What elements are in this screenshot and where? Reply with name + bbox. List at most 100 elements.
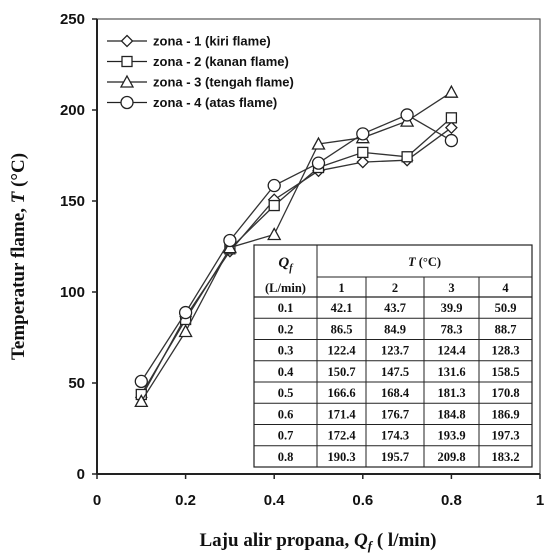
table-cell: 166.6: [327, 386, 355, 400]
legend-entry: zona - 4 (atas flame): [107, 95, 277, 110]
table-cell: 124.4: [437, 344, 466, 358]
data-point: [444, 84, 459, 98]
data-point: [444, 133, 459, 148]
data-table: Qf (L/min) T (°C) 1 2 3 4 0.1 42.1 43.7 39.9 50.9 0.…: [253, 244, 533, 468]
legend-entry: zona - 3 (tengah flame): [107, 75, 294, 90]
legend-marker: [120, 34, 134, 48]
table-header-qf: Qf: [278, 255, 294, 274]
table-row-qf: 0.6: [278, 407, 294, 421]
table-cell: 50.9: [495, 301, 517, 315]
data-point: [178, 324, 193, 338]
data-point: [356, 127, 370, 141]
table-cell: 158.5: [491, 365, 519, 379]
data-point: [356, 155, 370, 169]
series-group: [134, 84, 459, 408]
table-cell: 168.4: [381, 386, 410, 400]
data-point: [223, 233, 237, 248]
x-tick-label: 1: [536, 492, 544, 509]
data-point: [445, 112, 458, 124]
table-cell: 84.9: [384, 322, 406, 336]
table-cell: 172.4: [327, 429, 356, 443]
table-cell: 174.3: [381, 429, 409, 443]
table-cell: 193.9: [437, 429, 465, 443]
table-col-header: 1: [338, 281, 344, 295]
table-row-qf: 0.2: [278, 322, 294, 336]
legend-label: zona - 2 (kanan flame): [153, 54, 289, 69]
series-zona-4: [134, 108, 459, 389]
table-row-qf: 0.1: [278, 301, 294, 315]
data-point: [444, 121, 458, 135]
x-axis-title: Laju alir propana, Qf ( l/min): [200, 530, 437, 553]
data-point: [178, 305, 193, 320]
table-col-header: 3: [448, 281, 454, 295]
x-tick-label: 0.6: [352, 492, 373, 509]
table-cell: 122.4: [327, 344, 356, 358]
table-cell: 171.4: [327, 407, 356, 421]
table-cell: 190.3: [327, 450, 355, 464]
table-row-qf: 0.3: [278, 344, 294, 358]
legend-marker: [119, 74, 135, 88]
legend-label: zona - 1 (kiri flame): [153, 34, 271, 49]
table-cell: 131.6: [437, 365, 465, 379]
data-point: [311, 136, 326, 150]
y-tick-label: 250: [60, 11, 85, 28]
series-line: [140, 117, 452, 395]
table-cell: 150.7: [327, 365, 355, 379]
legend-label: zona - 4 (atas flame): [153, 95, 277, 110]
legend: zona - 1 (kiri flame) zona - 2 (kanan fla…: [107, 34, 294, 110]
data-point: [401, 151, 413, 163]
y-tick-label: 50: [68, 375, 85, 392]
table-header-t: T (°C): [408, 255, 441, 269]
y-tick-label: 200: [60, 102, 85, 119]
table-cell: 186.9: [491, 407, 519, 421]
series-line: [140, 114, 452, 382]
table-row-qf: 0.7: [278, 429, 294, 443]
x-tick-label: 0.8: [441, 492, 462, 509]
table-row-qf: 0.4: [278, 365, 294, 379]
table-cell: 181.3: [437, 386, 465, 400]
data-point: [357, 146, 369, 159]
data-point: [134, 394, 149, 408]
table-row-qf: 0.5: [278, 386, 294, 400]
table-frame: [253, 244, 533, 468]
data-point: [267, 227, 282, 241]
table-cell: 42.1: [331, 301, 353, 315]
y-axis-title: Temperatur flame, T (°C): [8, 153, 29, 360]
table-cell: 86.5: [331, 322, 353, 336]
legend-entry: zona - 1 (kiri flame): [107, 34, 271, 49]
table-header-unit: (L/min): [265, 281, 306, 295]
y-tick-label: 150: [60, 193, 85, 210]
table-row-qf: 0.8: [278, 450, 294, 464]
table-cell: 197.3: [491, 429, 519, 443]
series-line: [140, 91, 452, 402]
data-point: [400, 108, 414, 122]
data-point: [267, 178, 281, 193]
x-tick-label: 0.2: [175, 492, 196, 509]
legend-label: zona - 3 (tengah flame): [153, 75, 294, 90]
table-cell: 147.5: [381, 365, 409, 379]
table-cell: 43.7: [384, 301, 406, 315]
legend-marker: [120, 95, 134, 110]
legend-marker: [121, 55, 133, 68]
table-cell: 176.7: [381, 407, 409, 421]
axis-labels: Laju alir propana, Qf ( l/min) Temperatur…: [8, 153, 436, 553]
data-point: [268, 199, 280, 212]
y-tick-label: 0: [77, 466, 85, 483]
legend-entry: zona - 2 (kanan flame): [107, 54, 289, 69]
table-cell: 170.8: [491, 386, 519, 400]
x-tick-label: 0.4: [264, 492, 286, 509]
table-cell: 39.9: [441, 301, 463, 315]
y-tick-label: 100: [60, 284, 85, 301]
table-cell: 88.7: [495, 322, 517, 336]
table-col-header: 2: [392, 281, 398, 295]
table-cell: 123.7: [381, 344, 409, 358]
table-col-header: 4: [502, 281, 509, 295]
table-cell: 78.3: [441, 322, 463, 336]
table-cell: 195.7: [381, 450, 409, 464]
table-cell: 184.8: [437, 407, 465, 421]
plot-area: 0 50 100 150 200 250 0 0.2 0.4 0.6 0.8 1: [60, 11, 544, 509]
data-point: [311, 156, 326, 170]
table-cell: 128.3: [491, 344, 519, 358]
table-cell: 209.8: [437, 450, 465, 464]
